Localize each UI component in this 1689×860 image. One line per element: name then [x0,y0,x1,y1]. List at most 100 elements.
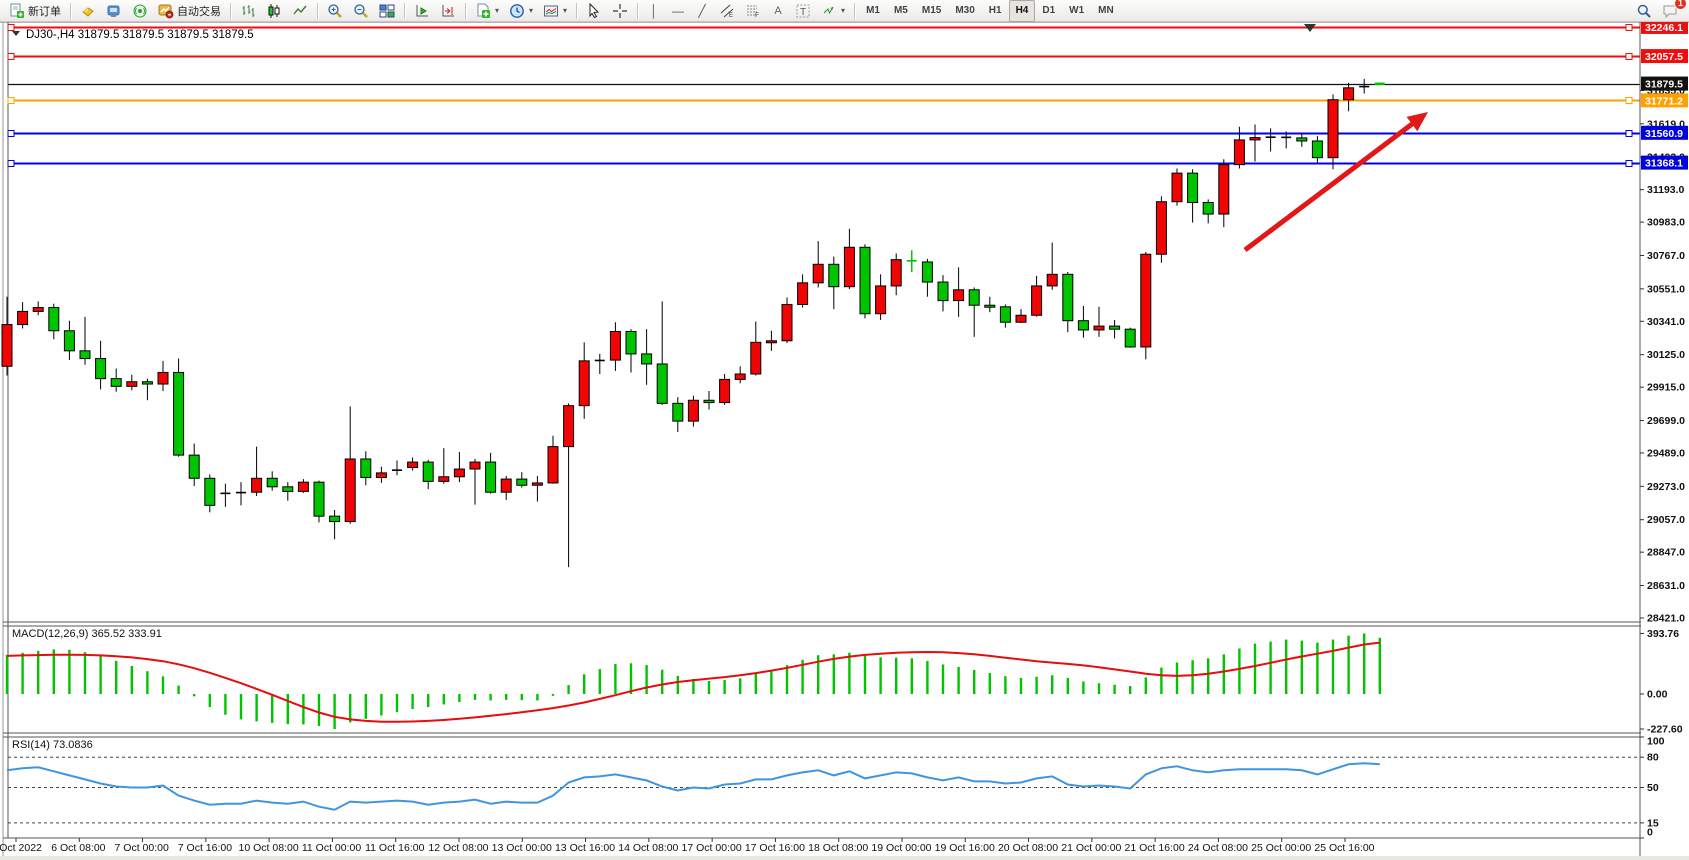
line-anchor-marker [1625,160,1633,167]
timeframe-m15[interactable]: M15 [921,5,942,16]
svg-text:30125.0: 30125.0 [1647,349,1685,361]
line-chart-mode-button[interactable] [287,0,313,22]
separator [317,2,318,19]
svg-text:80: 80 [1647,752,1659,764]
toolbar-right-group: 1 [1631,0,1689,22]
period-button[interactable]: ▾ [504,0,538,22]
svg-text:29057.0: 29057.0 [1647,514,1685,526]
data-window-button[interactable] [101,0,127,22]
line-anchor-marker [1625,97,1633,104]
separator [465,2,466,19]
hline-31771.2[interactable] [7,97,1640,104]
new-order-button[interactable]: 新订单 [4,0,66,22]
svg-text:17 Oct 00:00: 17 Oct 00:00 [682,842,742,854]
line-anchor-marker [1625,130,1633,137]
svg-text:18 Oct 08:00: 18 Oct 08:00 [808,842,868,854]
svg-text:24 Oct 08:00: 24 Oct 08:00 [1188,842,1248,854]
auto-scroll-icon [416,4,428,16]
timeframe-d1[interactable]: D1 [1042,5,1056,16]
price-axis[interactable]: 31835.031619.031403.031193.030983.030767… [1639,19,1689,856]
svg-text:21 Oct 16:00: 21 Oct 16:00 [1125,842,1185,854]
trend-arrow[interactable] [1243,112,1428,252]
main-toolbar: 新订单 自动交易 [0,0,1689,22]
price-tag [1641,76,1688,91]
bar-chart-mode-button[interactable] [235,0,261,22]
search-button[interactable] [1631,0,1657,22]
candlestick-mode-button[interactable] [261,0,287,22]
svg-text:31879.5: 31879.5 [1645,79,1683,91]
svg-text:19 Oct 16:00: 19 Oct 16:00 [935,842,995,854]
templates-button[interactable]: ▾ [538,0,572,22]
chart-shift-button[interactable] [435,0,461,22]
price-tag [1641,155,1688,170]
timeframe-m5[interactable]: M5 [893,5,908,16]
chart-shift-marker[interactable] [1304,24,1316,32]
svg-text:15: 15 [1647,817,1659,829]
arrows-tool-button[interactable]: ▾ [816,0,850,22]
svg-text:30767.0: 30767.0 [1647,250,1685,262]
timeframe-m30[interactable]: M30 [955,5,975,16]
price-tag [1641,49,1688,64]
indicators-button[interactable]: ▾ [470,0,504,22]
svg-text:7 Oct 00:00: 7 Oct 00:00 [115,842,169,854]
svg-text:28631.0: 28631.0 [1647,580,1685,592]
svg-text:100: 100 [1647,736,1665,748]
macd-label: MACD(12,26,9) 365.52 333.91 [12,628,162,640]
news-button[interactable] [127,0,153,22]
svg-text:-227.60: -227.60 [1647,724,1683,736]
svg-text:20 Oct 08:00: 20 Oct 08:00 [998,842,1058,854]
price-tag [1641,93,1688,108]
separator [230,2,231,19]
cursor-icon [589,2,600,18]
timeframe-h4[interactable]: H4 [1008,0,1036,22]
rsi-pane: RSI(14) 73.0836 [6,739,1640,824]
hline-32246.1[interactable] [7,24,1640,31]
svg-text:5 Oct 2022: 5 Oct 2022 [0,842,42,854]
svg-text:E: E [729,13,733,19]
text-label-tool-button[interactable]: T [790,0,816,22]
dropdown-arrow-icon: ▾ [529,6,534,15]
hline-31560.9[interactable] [7,130,1640,137]
fibonacci-tool-button[interactable]: F [740,0,766,22]
notifications-button[interactable]: 1 [1657,0,1687,22]
zoom-out-button[interactable] [348,0,374,22]
line-anchor-marker [7,53,15,60]
svg-text:13 Oct 16:00: 13 Oct 16:00 [555,842,615,854]
svg-text:6 Oct 08:00: 6 Oct 08:00 [51,842,105,854]
time-axis[interactable]: 5 Oct 2022 6 Oct 08:00 7 Oct 00:00 7 Oct 16… [0,838,1375,854]
crosshair-icon [613,3,628,18]
timeframe-w1[interactable]: W1 [1069,5,1085,16]
auto-scroll-button[interactable] [409,0,435,22]
cursor-tool-button[interactable] [581,0,607,22]
hline-tool-button[interactable]: — [666,0,690,22]
equidistant-channel-icon: E [720,4,734,19]
symbol-dropdown-icon [12,31,20,36]
ohlc-bars-icon [242,4,255,17]
fibonacci-icon: F [747,5,759,19]
new-order-icon [10,3,24,18]
hline-31368.1[interactable] [7,160,1640,167]
market-watch-button[interactable] [75,0,101,22]
svg-text:11 Oct 16:00: 11 Oct 16:00 [365,842,425,854]
svg-text:0: 0 [1647,827,1653,839]
autotrade-button[interactable]: 自动交易 [153,0,226,22]
line-anchor-marker [1625,24,1633,31]
line-anchor-marker [7,160,15,167]
timeframe-mn[interactable]: MN [1098,5,1114,16]
vline-tool-button[interactable]: │ [642,0,666,22]
zoom-in-button[interactable] [322,0,348,22]
svg-text:393.76: 393.76 [1647,628,1679,640]
crosshair-tool-button[interactable] [607,0,633,22]
tile-windows-button[interactable] [374,0,400,22]
hline-objects [7,24,1640,167]
hline-32057.5[interactable] [7,53,1640,60]
svg-text:10 Oct 08:00: 10 Oct 08:00 [239,842,299,854]
trendline-tool-button[interactable]: ╱ [690,0,714,22]
timeframe-m1[interactable]: M1 [866,5,880,16]
svg-text:7 Oct 16:00: 7 Oct 16:00 [178,842,232,854]
text-tool-button[interactable]: A [766,0,790,22]
timeframe-h1[interactable]: H1 [988,5,1002,16]
signal-icon [133,4,147,17]
channel-tool-button[interactable]: E [714,0,740,22]
